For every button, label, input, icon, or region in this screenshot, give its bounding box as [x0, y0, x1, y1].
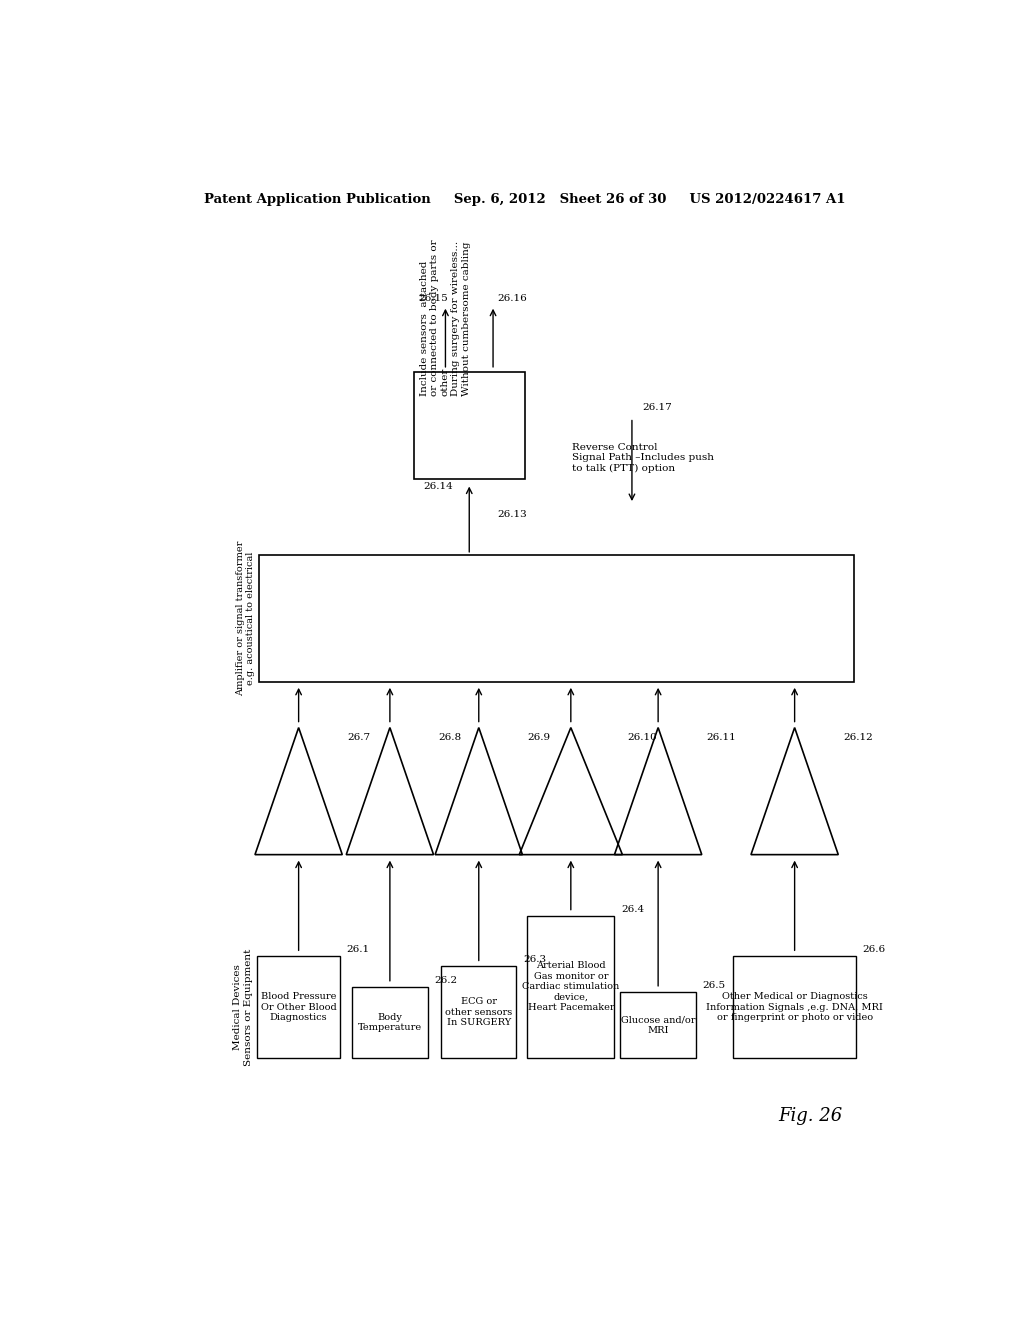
- Text: Reverse Control
Signal Path –Includes push
to talk (PTT) option: Reverse Control Signal Path –Includes pu…: [572, 444, 715, 473]
- Text: Medical Devices
Sensors or Equipment: Medical Devices Sensors or Equipment: [233, 948, 253, 1065]
- FancyBboxPatch shape: [527, 916, 614, 1057]
- Text: 26.14: 26.14: [423, 482, 453, 491]
- Text: 26.1: 26.1: [347, 945, 370, 954]
- Text: Blood Pressure
Or Other Blood
Diagnostics: Blood Pressure Or Other Blood Diagnostic…: [261, 993, 337, 1022]
- Text: Include sensors  attached
or connected to body parts or
other
During surgery for: Include sensors attached or connected to…: [420, 240, 471, 396]
- Text: Fig. 26: Fig. 26: [778, 1107, 843, 1125]
- Text: 26.16: 26.16: [497, 294, 526, 302]
- Text: Arterial Blood
Gas monitor or
Cardiac stimulation
device,
Heart Pacemaker: Arterial Blood Gas monitor or Cardiac st…: [522, 961, 620, 1012]
- Text: 26.7: 26.7: [347, 733, 370, 742]
- Text: Amplifier or signal transformer
e.g. acoustical to electrical: Amplifier or signal transformer e.g. aco…: [236, 540, 255, 696]
- Text: 26.15: 26.15: [419, 294, 449, 302]
- Text: 26.11: 26.11: [707, 733, 736, 742]
- Text: 26.13: 26.13: [497, 510, 526, 519]
- Text: 26.5: 26.5: [702, 981, 725, 990]
- FancyBboxPatch shape: [441, 966, 516, 1057]
- Text: 26.12: 26.12: [843, 733, 872, 742]
- FancyBboxPatch shape: [257, 956, 340, 1057]
- Text: Glucose and/or
MRI: Glucose and/or MRI: [621, 1015, 695, 1035]
- FancyBboxPatch shape: [621, 991, 696, 1057]
- Text: 26.6: 26.6: [862, 945, 886, 954]
- FancyBboxPatch shape: [259, 554, 854, 682]
- Text: ECG or
other sensors
In SURGERY: ECG or other sensors In SURGERY: [445, 998, 512, 1027]
- FancyBboxPatch shape: [352, 987, 428, 1057]
- Text: 26.8: 26.8: [438, 733, 462, 742]
- Text: 26.4: 26.4: [621, 904, 644, 913]
- Text: Other Medical or Diagnostics
Information Signals ,e.g. DNA, MRI
or fingerprint o: Other Medical or Diagnostics Information…: [707, 993, 883, 1022]
- Text: 26.2: 26.2: [434, 975, 457, 985]
- Text: 26.9: 26.9: [527, 733, 550, 742]
- FancyBboxPatch shape: [414, 372, 524, 479]
- Text: 26.3: 26.3: [523, 956, 546, 965]
- Text: 26.10: 26.10: [627, 733, 657, 742]
- FancyBboxPatch shape: [733, 956, 856, 1057]
- Text: Body
Temperature: Body Temperature: [357, 1012, 422, 1032]
- Text: 26.17: 26.17: [642, 404, 672, 412]
- Text: Patent Application Publication     Sep. 6, 2012   Sheet 26 of 30     US 2012/022: Patent Application Publication Sep. 6, 2…: [204, 193, 846, 206]
